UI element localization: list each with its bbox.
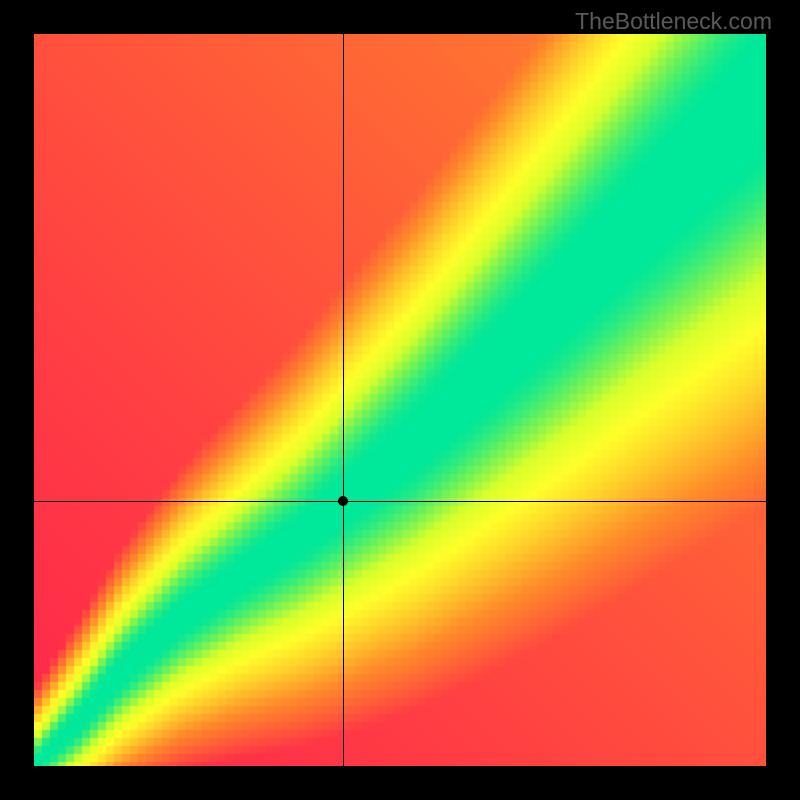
watermark-text: TheBottleneck.com [575, 8, 772, 35]
crosshair-marker [338, 496, 348, 506]
crosshair-vertical [343, 34, 344, 766]
heatmap-canvas [34, 34, 766, 766]
heatmap-plot [34, 34, 766, 766]
crosshair-horizontal [34, 501, 766, 502]
